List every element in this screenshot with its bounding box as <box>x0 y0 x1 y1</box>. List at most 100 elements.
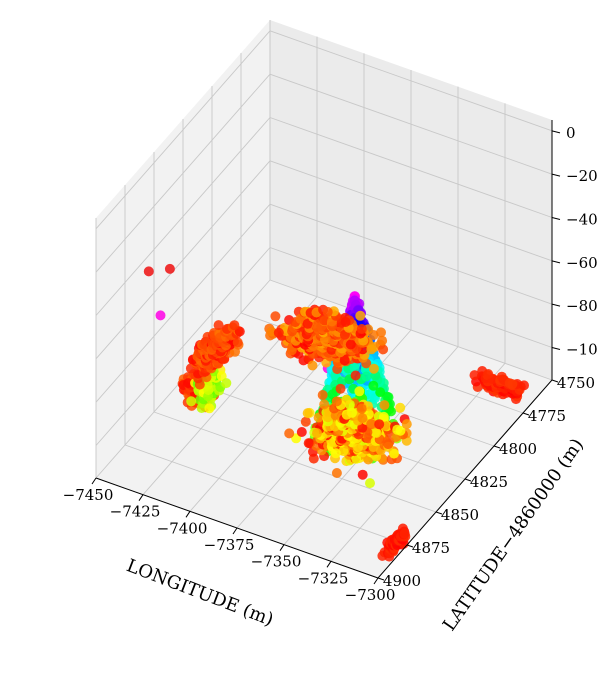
data-point <box>221 378 232 389</box>
y-tick-label: 4850 <box>441 506 479 524</box>
data-point <box>202 380 213 390</box>
data-point <box>186 396 197 407</box>
data-point <box>164 263 175 274</box>
data-point <box>351 453 362 464</box>
x-tick <box>185 511 191 518</box>
data-point <box>395 425 406 436</box>
z-tick <box>551 173 561 177</box>
y-tick <box>522 412 530 416</box>
data-point <box>357 413 368 424</box>
grid-line <box>269 247 553 348</box>
data-point <box>322 306 333 317</box>
data-point <box>374 419 385 430</box>
z-tick-label: 0 <box>566 124 576 142</box>
data-point <box>335 383 346 394</box>
data-point <box>143 266 154 277</box>
y-tick-label: 4750 <box>557 374 595 392</box>
grid-line <box>153 411 437 513</box>
x-tick-label: −7400 <box>157 519 208 537</box>
z-tick-label: −40 <box>566 211 598 229</box>
data-point <box>379 400 390 411</box>
x-tick-label: −7425 <box>110 503 161 521</box>
data-point <box>232 337 243 348</box>
grid-line <box>95 73 271 273</box>
data-point <box>322 412 333 423</box>
data-point <box>296 427 307 437</box>
data-point <box>357 469 368 480</box>
z-tick <box>551 217 561 220</box>
y-tick <box>464 478 472 482</box>
z-tick <box>551 130 561 134</box>
data-point <box>303 438 314 449</box>
y-tick <box>493 445 501 449</box>
x-tick-label: −7300 <box>345 586 396 604</box>
z-tick <box>551 303 561 307</box>
data-point <box>357 422 368 433</box>
data-point <box>307 360 318 371</box>
data-point <box>368 380 379 391</box>
grid-line <box>269 117 553 218</box>
data-point <box>270 311 281 322</box>
z-tick-label: −60 <box>566 254 598 272</box>
data-point <box>319 315 330 326</box>
z-tick <box>551 260 561 264</box>
data-point <box>365 478 375 489</box>
x-tick <box>232 527 238 535</box>
data-point <box>300 416 311 427</box>
y-tick-label: 4775 <box>528 407 566 425</box>
data-point <box>376 327 386 338</box>
data-point <box>401 419 412 430</box>
data-point <box>371 427 382 438</box>
x-tick-label: −7450 <box>63 486 114 504</box>
data-point <box>350 370 361 381</box>
data-point <box>302 408 313 419</box>
y-tick-label: 4825 <box>470 473 508 491</box>
data-point <box>284 428 295 439</box>
data-point <box>366 344 377 355</box>
data-point <box>312 428 322 439</box>
x-tick <box>91 477 97 485</box>
y-axis-line <box>377 379 553 579</box>
grid-line <box>95 247 271 446</box>
data-point <box>229 320 240 331</box>
data-point <box>340 317 351 327</box>
data-point <box>483 369 494 379</box>
z-tick-label: −80 <box>566 297 598 315</box>
data-point <box>317 390 328 400</box>
grid-line <box>269 73 553 175</box>
grid-line <box>269 203 553 305</box>
data-point <box>155 310 166 321</box>
grid-line <box>95 160 271 360</box>
x-tick <box>138 494 144 501</box>
data-point <box>386 406 396 417</box>
data-point <box>389 448 399 459</box>
z-tick-label: −100 <box>566 341 598 359</box>
data-point <box>366 419 377 429</box>
data-point <box>355 310 366 321</box>
x-axis-line <box>95 477 379 579</box>
x-tick <box>373 577 379 585</box>
data-point <box>507 379 518 390</box>
data-point <box>378 344 389 355</box>
data-point <box>273 327 284 338</box>
data-point <box>368 363 379 374</box>
data-point <box>377 335 388 346</box>
data-point <box>319 399 330 410</box>
data-point <box>183 378 194 389</box>
data-point <box>331 468 342 478</box>
z-tick <box>551 347 561 350</box>
grid-line <box>269 30 553 132</box>
y-tick <box>377 577 385 581</box>
data-point <box>204 403 215 414</box>
data-point <box>349 362 360 373</box>
data-point <box>375 387 386 398</box>
axis-ticks: −7450−7425−7400−7375−7350−7325−7300 4750 4… <box>63 120 598 604</box>
data-point <box>361 371 372 382</box>
y-tick <box>406 544 414 548</box>
data-point <box>341 409 352 420</box>
data-point <box>338 446 349 457</box>
data-point <box>356 324 367 334</box>
y-tick-label: 4800 <box>499 440 537 458</box>
data-point <box>399 528 410 539</box>
data-point <box>383 439 394 450</box>
